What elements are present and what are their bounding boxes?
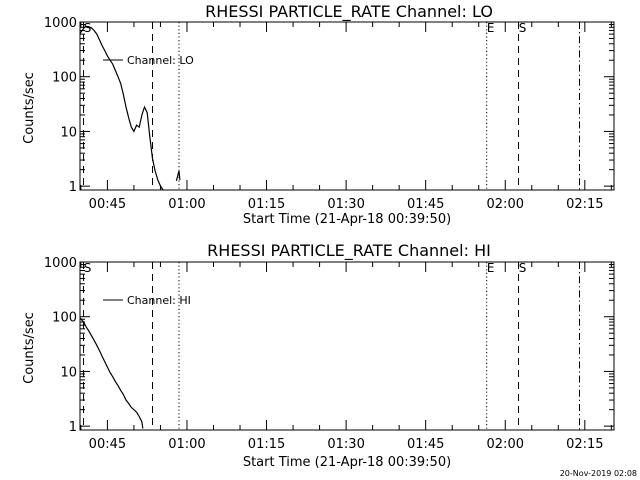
plot-frame bbox=[79, 21, 615, 191]
y-tick-label: 100 bbox=[52, 311, 77, 326]
plot-frame bbox=[79, 261, 615, 431]
x-tick-label: 02:00 bbox=[487, 437, 524, 452]
event-marker-label: S bbox=[519, 261, 527, 275]
event-marker-label: S bbox=[519, 21, 527, 35]
x-tick-label: 02:15 bbox=[566, 437, 603, 452]
y-tick-label: 1 bbox=[69, 180, 77, 195]
y-tick-label: 10 bbox=[60, 365, 77, 380]
x-axis-label: Start Time (21-Apr-18 00:39:50) bbox=[243, 455, 451, 470]
lo-channel-panel: RHESSI PARTICLE_RATE Channel: LO Start T… bbox=[22, 2, 615, 227]
legend-label: Channel: LO bbox=[127, 54, 194, 67]
series-line bbox=[79, 317, 144, 429]
x-tick-label: 01:15 bbox=[248, 197, 285, 212]
x-tick-label: 01:15 bbox=[248, 437, 285, 452]
event-marker-label: E bbox=[487, 21, 495, 35]
series-line bbox=[79, 25, 181, 191]
y-tick-label: 1000 bbox=[44, 16, 77, 31]
event-marker-label: E bbox=[487, 261, 495, 275]
legend-label: Channel: HI bbox=[127, 294, 191, 307]
generation-timestamp: 20-Nov-2019 02:08 bbox=[560, 469, 637, 478]
event-marker-label: S bbox=[84, 21, 92, 35]
x-tick-label: 00:45 bbox=[89, 437, 126, 452]
chart-title: RHESSI PARTICLE_RATE Channel: HI bbox=[207, 241, 491, 261]
y-tick-label: 10 bbox=[60, 125, 77, 140]
x-tick-label: 02:00 bbox=[487, 197, 524, 212]
x-tick-label: 01:30 bbox=[327, 437, 364, 452]
x-axis-label: Start Time (21-Apr-18 00:39:50) bbox=[243, 212, 451, 227]
chart-title: RHESSI PARTICLE_RATE Channel: LO bbox=[205, 2, 493, 22]
y-axis-label: Counts/sec bbox=[22, 312, 37, 384]
x-tick-label: 01:00 bbox=[168, 437, 205, 452]
x-tick-label: 01:45 bbox=[407, 437, 444, 452]
y-tick-label: 100 bbox=[52, 71, 77, 86]
hi-channel-panel: RHESSI PARTICLE_RATE Channel: HI Start T… bbox=[22, 241, 615, 470]
x-tick-label: 02:15 bbox=[566, 197, 603, 212]
x-tick-label: 01:00 bbox=[168, 197, 205, 212]
y-tick-label: 1000 bbox=[44, 256, 77, 271]
x-tick-label: 01:30 bbox=[327, 197, 364, 212]
x-tick-label: 00:45 bbox=[89, 197, 126, 212]
x-tick-label: 01:45 bbox=[407, 197, 444, 212]
y-axis-label: Counts/sec bbox=[22, 72, 37, 144]
y-tick-label: 1 bbox=[69, 420, 77, 435]
event-marker-label: S bbox=[84, 261, 92, 275]
